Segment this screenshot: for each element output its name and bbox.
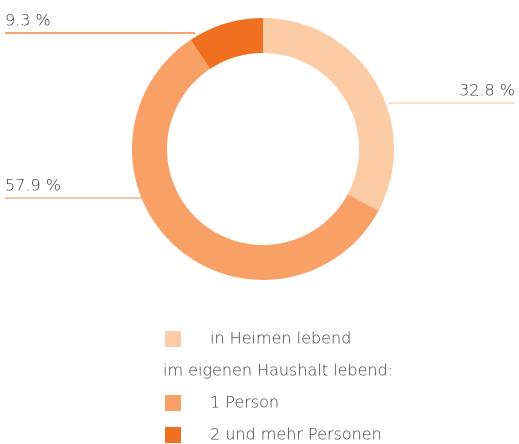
legend-label: 2 und mehr Personen xyxy=(210,425,382,444)
legend-label: in Heimen lebend xyxy=(210,329,351,348)
legend-label: 1 Person xyxy=(210,393,279,412)
value-label: 32.8 % xyxy=(459,81,515,100)
legend-subheading: im eigenen Haushalt lebend: xyxy=(163,361,393,380)
donut-slice xyxy=(263,18,394,211)
value-label: 9.3 % xyxy=(5,11,51,30)
legend-swatch xyxy=(165,427,181,443)
donut-slice xyxy=(190,18,263,69)
donut-slice xyxy=(131,39,379,281)
legend-swatch xyxy=(165,331,181,347)
value-label: 57.9 % xyxy=(5,176,61,195)
legend-swatch xyxy=(165,395,181,411)
